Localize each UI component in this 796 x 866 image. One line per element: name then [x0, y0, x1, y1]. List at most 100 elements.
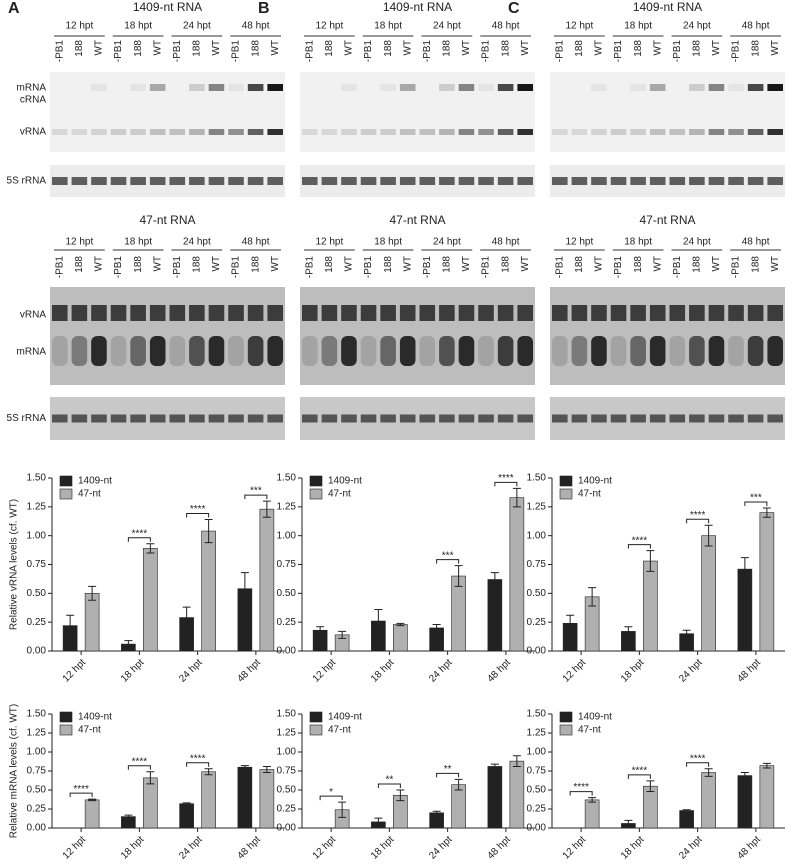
band [571, 305, 588, 321]
loading-band [302, 414, 318, 423]
x-tick-label: 48 hpt [485, 657, 513, 685]
band [439, 84, 455, 91]
legend-label: 47-nt [328, 489, 351, 500]
significance-bracket [186, 762, 210, 767]
band [360, 305, 377, 321]
band-label: mRNA [17, 83, 47, 94]
significance-bracket [494, 481, 518, 487]
loading-band [649, 414, 666, 423]
loading-band [189, 414, 205, 423]
y-tick-label: 1.00 [527, 530, 547, 541]
band [552, 336, 568, 366]
timepoint-label: 18 hpt [124, 21, 152, 32]
y-tick-label: 0.50 [27, 588, 47, 599]
y-tick-label: 0.00 [277, 646, 297, 657]
loading-band [728, 177, 744, 185]
error-bar [240, 765, 249, 770]
lane-label: WT [461, 40, 472, 56]
band [478, 305, 494, 321]
loading-band [321, 177, 338, 185]
band [321, 129, 338, 135]
legend-label: 47-nt [578, 489, 601, 500]
band [52, 305, 68, 321]
band [552, 305, 568, 321]
band [478, 84, 494, 91]
loading-band [399, 177, 416, 185]
loading-band [71, 177, 88, 185]
band [497, 305, 514, 321]
lane-label: -PB1 [304, 40, 315, 63]
band [689, 336, 705, 366]
lane-label: -PB1 [304, 256, 315, 279]
loading-blot [550, 397, 785, 440]
x-tick-label: 24 hpt [677, 834, 705, 862]
lane-label: WT [211, 256, 222, 272]
band [689, 305, 705, 321]
band [669, 129, 686, 135]
x-tick-label: 12 hpt [561, 834, 589, 862]
bar [701, 772, 716, 829]
loading-band [110, 414, 127, 423]
y-tick-label: 0.25 [277, 804, 297, 815]
lane-label: -PB1 [613, 40, 624, 63]
bar [584, 799, 600, 829]
band [380, 305, 396, 321]
band [517, 305, 533, 321]
loading-band [708, 414, 725, 423]
timepoint-label: 12 hpt [315, 21, 343, 32]
band [458, 84, 475, 91]
y-tick-label: 1.00 [277, 747, 297, 758]
panel-letter: A [8, 0, 20, 17]
lane-label: -PB1 [613, 256, 624, 279]
y-tick-label: 0.25 [527, 804, 547, 815]
lane-label: 188 [574, 256, 585, 273]
bar [759, 512, 775, 652]
lane-label: WT [402, 256, 413, 272]
band [747, 129, 764, 135]
lane-label: -PB1 [172, 40, 183, 63]
error-bar [588, 587, 597, 607]
significance-label: ** [385, 775, 393, 786]
loading-band [341, 177, 357, 185]
lane-label: 188 [574, 40, 585, 57]
error-bar [240, 572, 249, 606]
timepoint-label: 18 hpt [624, 237, 652, 248]
timepoint-label: 18 hpt [624, 21, 652, 32]
band [478, 336, 494, 366]
y-tick-label: 0.75 [527, 766, 547, 777]
band [708, 84, 725, 91]
blot-image [300, 72, 535, 152]
y-tick-label: 0.00 [527, 823, 547, 834]
x-tick-label: 18 hpt [619, 657, 647, 685]
loading-blot [300, 165, 535, 197]
error-bar [454, 778, 463, 791]
band [649, 84, 666, 91]
band [169, 336, 186, 366]
y-tick-label: 0.75 [277, 766, 297, 777]
lane-label: -PB1 [172, 256, 183, 279]
timepoint-label: 12 hpt [565, 21, 593, 32]
loading-blot [50, 165, 285, 197]
significance-label: **** [690, 510, 706, 521]
panel-letter: B [258, 0, 270, 17]
loading-band [747, 414, 764, 423]
band [341, 336, 357, 366]
lane-label: WT [652, 40, 663, 56]
legend-swatch [559, 711, 573, 723]
band [497, 336, 514, 366]
y-tick-label: 1.50 [527, 473, 547, 484]
y-tick-label: 1.25 [277, 728, 297, 739]
significance-label: *** [250, 486, 262, 497]
band [228, 84, 244, 91]
error-bar [432, 810, 441, 815]
band [267, 129, 283, 135]
x-tick-label: 18 hpt [119, 657, 147, 685]
bar [201, 771, 216, 829]
blot-image [550, 72, 785, 152]
timepoint-label: 48 hpt [242, 237, 270, 248]
significance-bracket [127, 765, 151, 770]
lane-label: -PB1 [672, 40, 683, 63]
band [247, 84, 264, 91]
loading-band [110, 177, 127, 185]
band [380, 129, 396, 135]
